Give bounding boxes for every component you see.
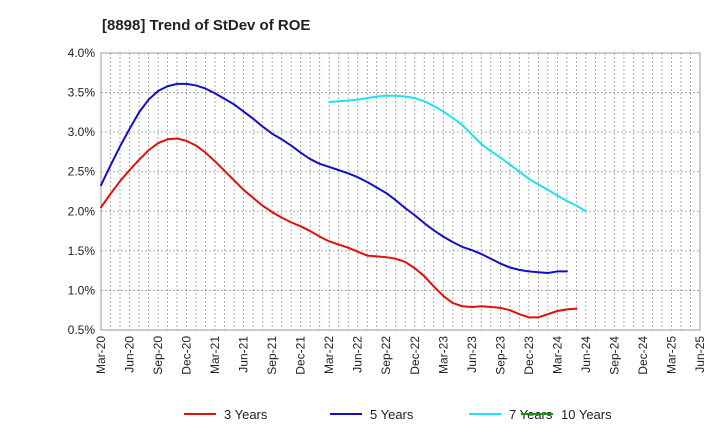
- legend-label: 10 Years: [561, 407, 612, 422]
- x-tick-label: Jun-20: [123, 336, 137, 373]
- x-tick-label: Mar-23: [436, 336, 450, 374]
- x-tick-label: Dec-24: [636, 336, 650, 375]
- y-axis: 0.5% 1.0% 1.5% 2.0% 2.5% 3.0% 3.5% 4.0%: [68, 46, 96, 337]
- chart-title: [8898] Trend of StDev of ROE: [102, 17, 310, 34]
- y-tick-label: 2.5%: [68, 165, 96, 179]
- x-tick-label: Sep-22: [379, 336, 393, 375]
- legend-label: 3 Years: [224, 407, 268, 422]
- y-tick-label: 4.0%: [68, 46, 96, 60]
- x-tick-label: Jun-21: [237, 336, 251, 373]
- series-line-3-years: [100, 137, 578, 319]
- x-tick-label: Dec-20: [180, 336, 194, 375]
- y-tick-label: 1.0%: [68, 283, 96, 297]
- series-line-7-years: [328, 94, 587, 213]
- x-tick-label: Sep-20: [151, 336, 165, 375]
- plot-area: [100, 52, 701, 331]
- series-line-5-years: [100, 82, 568, 275]
- x-tick-label: Dec-21: [294, 336, 308, 375]
- x-tick-label: Sep-23: [493, 336, 507, 375]
- legend: 3 Years 5 Years 7 Years 10 Years: [184, 407, 612, 422]
- x-tick-label: Mar-25: [664, 336, 678, 374]
- x-tick-label: Dec-23: [522, 336, 536, 375]
- y-tick-label: 2.0%: [68, 204, 96, 218]
- y-tick-label: 3.0%: [68, 125, 96, 139]
- x-tick-label: Jun-22: [351, 336, 365, 373]
- x-tick-label: Jun-24: [579, 336, 593, 373]
- x-tick-label: Mar-21: [208, 336, 222, 374]
- x-tick-label: Jun-23: [465, 336, 479, 373]
- x-tick-label: Mar-20: [94, 336, 108, 374]
- x-tick-label: Mar-24: [550, 336, 564, 374]
- x-tick-label: Sep-21: [265, 336, 279, 375]
- x-tick-label: Dec-22: [408, 336, 422, 375]
- x-tick-label: Sep-24: [607, 336, 621, 375]
- x-tick-label: Mar-22: [322, 336, 336, 374]
- y-tick-label: 0.5%: [68, 323, 96, 337]
- y-tick-label: 3.5%: [68, 86, 96, 100]
- x-tick-label: Jun-25: [693, 336, 707, 373]
- legend-label: 5 Years: [370, 407, 414, 422]
- series-lines: [100, 82, 587, 319]
- x-axis: Mar-20 Jun-20 Sep-20 Dec-20 Mar-21 Jun-21 Sep-…: [94, 336, 707, 375]
- y-tick-label: 1.5%: [68, 244, 96, 258]
